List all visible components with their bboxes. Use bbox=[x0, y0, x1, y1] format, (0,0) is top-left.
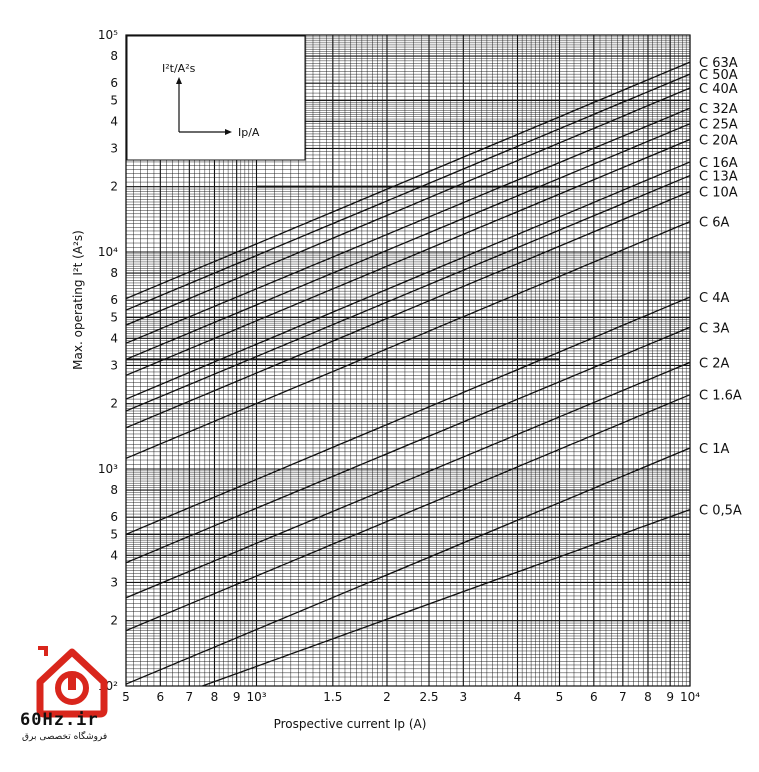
y-tick-label: 4 bbox=[110, 114, 118, 128]
curve-label: C 3A bbox=[699, 321, 729, 336]
x-tick-label: 5 bbox=[556, 690, 564, 704]
y-tick-label: 5 bbox=[110, 93, 118, 107]
curve-line bbox=[125, 394, 691, 632]
inset-frame bbox=[126, 35, 306, 161]
curve-line bbox=[125, 161, 691, 400]
curve-line bbox=[125, 296, 691, 535]
curve-label: C 32A bbox=[699, 102, 738, 117]
y-tick-label: 4 bbox=[110, 548, 118, 562]
x-tick-label: 2.5 bbox=[419, 690, 438, 704]
y-axis-title: Max. operating I²t (A²s) bbox=[71, 230, 85, 370]
curve-label: C 16A bbox=[699, 156, 738, 171]
curve-label: C 63A bbox=[699, 56, 738, 71]
curve-line bbox=[125, 447, 691, 685]
brand-tagline: فروشگاه تخصصی برق bbox=[22, 732, 108, 742]
x-tick-label: 7 bbox=[186, 690, 194, 704]
x-tick-label: 9 bbox=[233, 690, 241, 704]
y-tick-label: 6 bbox=[110, 510, 118, 524]
y-tick-label: 4 bbox=[110, 331, 118, 345]
curve-label: C 13A bbox=[699, 170, 738, 185]
curve-line bbox=[125, 73, 691, 311]
x-tick-label: 9 bbox=[666, 690, 674, 704]
curve-line bbox=[125, 107, 691, 344]
curve-line bbox=[125, 221, 691, 459]
y-tick-label: 8 bbox=[110, 49, 118, 63]
curve-line bbox=[125, 87, 691, 326]
curve-label: C 10A bbox=[699, 186, 738, 201]
inset-x-arrowhead-icon bbox=[225, 129, 232, 135]
x-tick-labels: 5 6 7 8 9 10³ 1.5 2 2.5 3 4 5 6 7 8 9 10⁴ bbox=[122, 690, 700, 704]
x-tick-label: 7 bbox=[619, 690, 627, 704]
curve-label: C 0,5A bbox=[699, 504, 742, 519]
y-tick-label: 10⁵ bbox=[98, 28, 118, 42]
y-tick-label: 3 bbox=[110, 575, 118, 589]
curve-line bbox=[125, 123, 691, 360]
curve-label: C 50A bbox=[699, 68, 738, 83]
curve-label: C 40A bbox=[699, 82, 738, 97]
x-tick-label: 6 bbox=[157, 690, 165, 704]
brand-logo-icon bbox=[36, 646, 108, 718]
curve-line bbox=[125, 61, 691, 300]
x-tick-label: 10³ bbox=[246, 690, 266, 704]
y-tick-label: 2 bbox=[110, 180, 118, 194]
curve-line bbox=[125, 174, 691, 412]
x-tick-label: 5 bbox=[122, 690, 130, 704]
x-tick-label: 8 bbox=[211, 690, 219, 704]
curve-line bbox=[125, 326, 691, 564]
y-tick-label: 2 bbox=[110, 614, 118, 628]
curve-lines bbox=[125, 61, 691, 687]
y-tick-label: 5 bbox=[110, 527, 118, 541]
curve-label: C 1.6A bbox=[699, 389, 742, 404]
curve-label: C 2A bbox=[699, 356, 729, 371]
y-tick-label: 6 bbox=[110, 293, 118, 307]
x-tick-label: 8 bbox=[644, 690, 652, 704]
inset-box: I²t/A²s Ip/A bbox=[126, 35, 306, 161]
x-axis-title: Prospective current Ip (A) bbox=[274, 717, 427, 731]
y-tick-label: 10³ bbox=[98, 462, 118, 476]
y-tick-label: 6 bbox=[110, 76, 118, 90]
brand-name: 60Hz.ir bbox=[20, 710, 99, 730]
x-tick-label: 2 bbox=[383, 690, 391, 704]
inset-y-label: I²t/A²s bbox=[162, 62, 196, 75]
x-tick-label: 6 bbox=[590, 690, 598, 704]
reference-lines bbox=[126, 185, 560, 361]
x-tick-label: 10⁴ bbox=[680, 690, 700, 704]
inset-x-label: Ip/A bbox=[238, 126, 260, 139]
curve-label: C 4A bbox=[699, 291, 729, 306]
curve-line bbox=[125, 190, 691, 429]
y-tick-label: 8 bbox=[110, 483, 118, 497]
inset-y-arrowhead-icon bbox=[176, 77, 182, 84]
y-tick-label: 8 bbox=[110, 266, 118, 280]
x-tick-label: 3 bbox=[460, 690, 468, 704]
curve-line bbox=[125, 138, 691, 376]
y-tick-label: 3 bbox=[110, 358, 118, 372]
curve-label: C 6A bbox=[699, 216, 729, 231]
x-tick-label: 1.5 bbox=[323, 690, 342, 704]
curve-label: C 25A bbox=[699, 118, 738, 133]
y-tick-label: 10⁴ bbox=[98, 245, 118, 259]
y-tick-label: 5 bbox=[110, 310, 118, 324]
curve-label: C 20A bbox=[699, 133, 738, 148]
y-tick-label: 3 bbox=[110, 141, 118, 155]
curve-line bbox=[125, 361, 691, 599]
x-tick-label: 4 bbox=[514, 690, 522, 704]
curve-label: C 1A bbox=[699, 442, 729, 457]
curve-line bbox=[202, 508, 691, 687]
y-tick-label: 2 bbox=[110, 397, 118, 411]
